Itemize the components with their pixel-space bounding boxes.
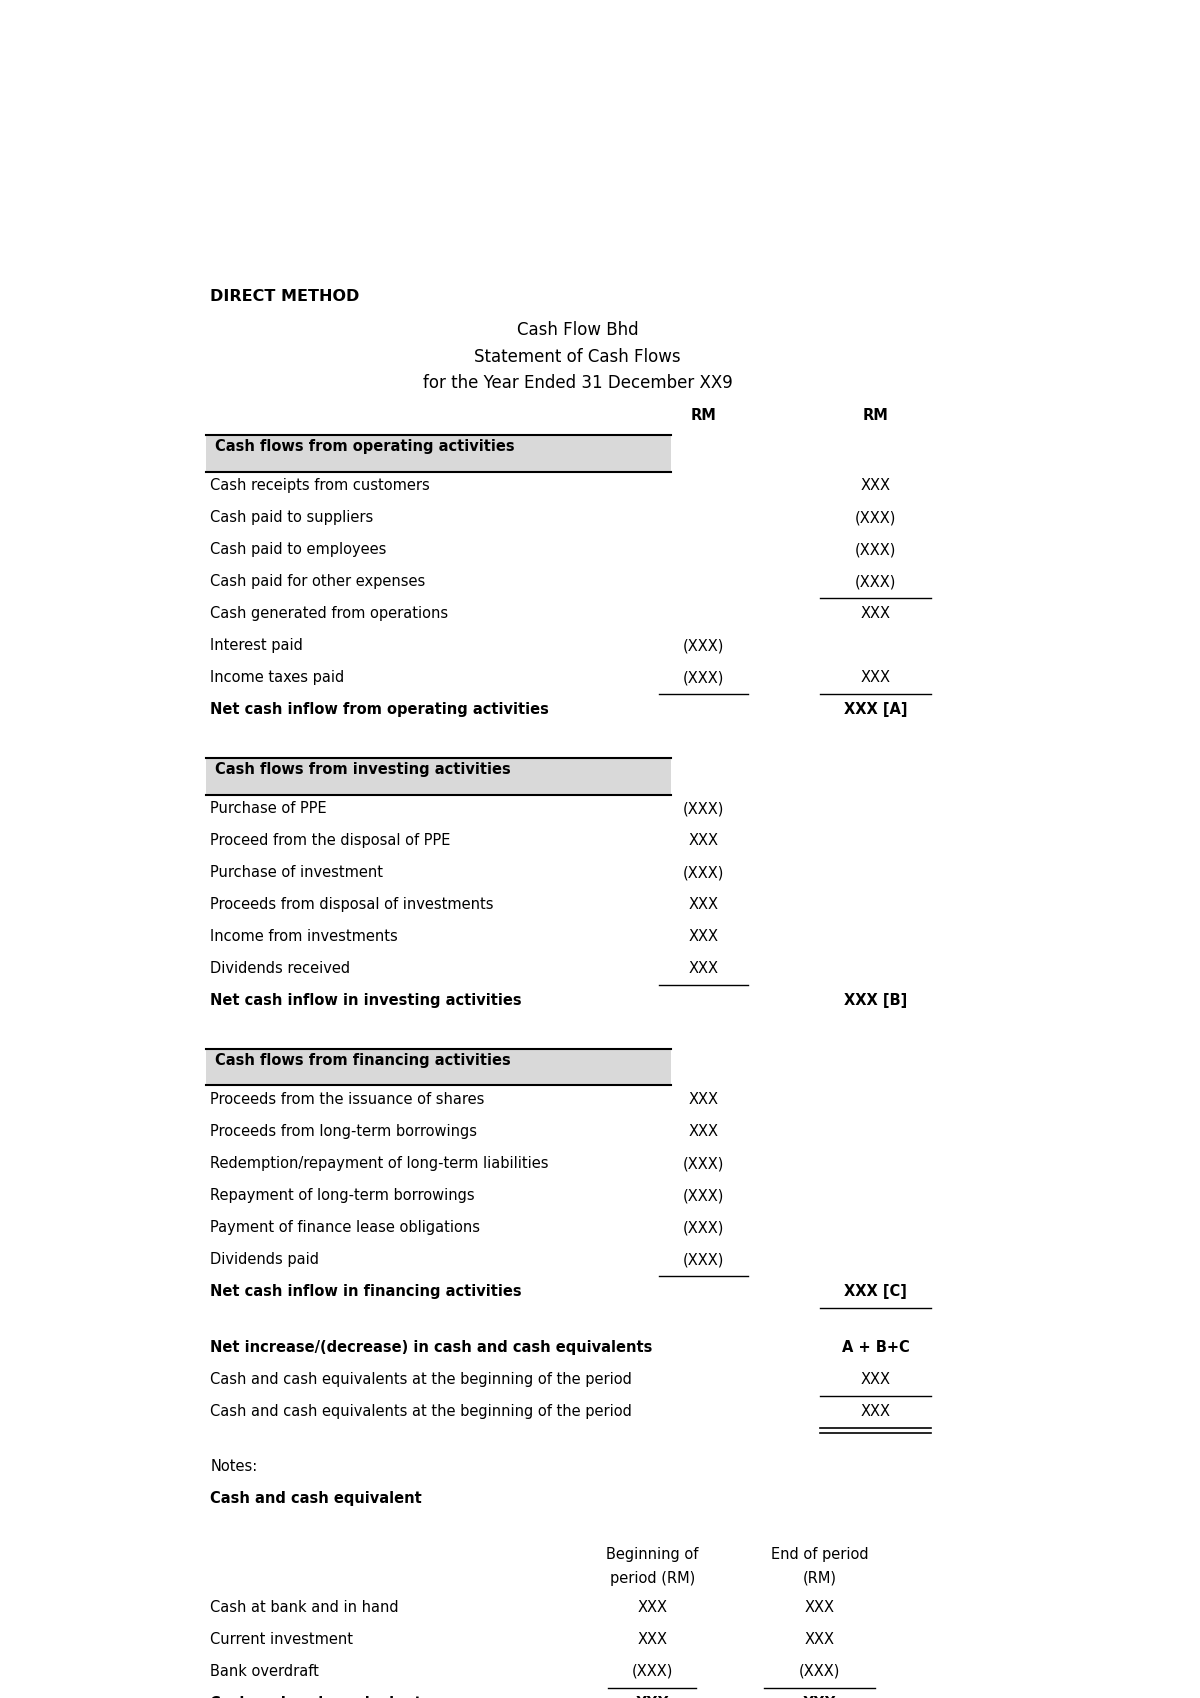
Text: Cash paid for other expenses: Cash paid for other expenses: [210, 574, 426, 589]
Text: Net cash inflow in financing activities: Net cash inflow in financing activities: [210, 1284, 522, 1299]
Text: (XXX): (XXX): [683, 638, 724, 654]
Text: period (RM): period (RM): [610, 1571, 695, 1586]
Text: (XXX): (XXX): [854, 509, 896, 525]
Text: (XXX): (XXX): [854, 542, 896, 557]
Text: Income from investments: Income from investments: [210, 929, 398, 944]
Text: XXX: XXX: [860, 1404, 890, 1420]
Text: XXX: XXX: [805, 1632, 835, 1647]
Text: Payment of finance lease obligations: Payment of finance lease obligations: [210, 1221, 480, 1234]
Text: Dividends paid: Dividends paid: [210, 1251, 319, 1267]
Text: Repayment of long-term borrowings: Repayment of long-term borrowings: [210, 1189, 475, 1204]
Text: Net increase/(decrease) in cash and cash equivalents: Net increase/(decrease) in cash and cash…: [210, 1340, 653, 1355]
Text: Net cash inflow in investing activities: Net cash inflow in investing activities: [210, 993, 522, 1009]
Bar: [206, 435, 671, 472]
Text: Purchase of PPE: Purchase of PPE: [210, 801, 328, 817]
Text: XXX: XXX: [860, 671, 890, 686]
Text: Cash flows from operating activities: Cash flows from operating activities: [215, 438, 515, 453]
Text: Cash flows from financing activities: Cash flows from financing activities: [215, 1053, 511, 1068]
Text: XXX: XXX: [805, 1600, 835, 1615]
Text: (XXX): (XXX): [683, 671, 724, 686]
Text: XXX: XXX: [637, 1632, 667, 1647]
Text: Cash and cash equivalents at the beginning of the period: Cash and cash equivalents at the beginni…: [210, 1372, 632, 1387]
Text: Cash paid to employees: Cash paid to employees: [210, 542, 386, 557]
Text: XXX: XXX: [689, 929, 719, 944]
Text: Net cash inflow from operating activities: Net cash inflow from operating activitie…: [210, 703, 550, 717]
Text: Cash and cash equivalent: Cash and cash equivalent: [210, 1696, 422, 1698]
Text: Proceeds from long-term borrowings: Proceeds from long-term borrowings: [210, 1124, 478, 1139]
Text: RM: RM: [863, 408, 888, 423]
Text: XXX: XXX: [689, 961, 719, 976]
Text: XXX: XXX: [860, 479, 890, 492]
Text: Proceeds from the issuance of shares: Proceeds from the issuance of shares: [210, 1092, 485, 1107]
Text: XXX [C]: XXX [C]: [844, 1284, 907, 1299]
Text: (XXX): (XXX): [683, 1156, 724, 1172]
Text: XXX: XXX: [637, 1600, 667, 1615]
Text: Cash receipts from customers: Cash receipts from customers: [210, 479, 431, 492]
Text: (RM): (RM): [803, 1571, 836, 1586]
Text: XXX: XXX: [689, 1124, 719, 1139]
Bar: [206, 1049, 671, 1085]
Text: XXX: XXX: [689, 897, 719, 912]
Text: (XXX): (XXX): [683, 864, 724, 880]
Text: DIRECT METHOD: DIRECT METHOD: [210, 289, 360, 304]
Text: Dividends received: Dividends received: [210, 961, 350, 976]
Text: (XXX): (XXX): [683, 1221, 724, 1234]
Text: XXX [B]: XXX [B]: [844, 993, 907, 1009]
Text: for the Year Ended 31 December XX9: for the Year Ended 31 December XX9: [422, 374, 733, 392]
Text: Cash flows from investing activities: Cash flows from investing activities: [215, 762, 511, 776]
Text: Income taxes paid: Income taxes paid: [210, 671, 344, 686]
Text: XXX [A]: XXX [A]: [844, 703, 907, 717]
Text: Redemption/repayment of long-term liabilities: Redemption/repayment of long-term liabil…: [210, 1156, 548, 1172]
Text: Interest paid: Interest paid: [210, 638, 304, 654]
Text: Current investment: Current investment: [210, 1632, 354, 1647]
Text: XXX: XXX: [860, 606, 890, 621]
Text: Proceeds from disposal of investments: Proceeds from disposal of investments: [210, 897, 494, 912]
Text: (XXX): (XXX): [683, 801, 724, 817]
Text: (XXX): (XXX): [683, 1251, 724, 1267]
Text: Cash and cash equivalent: Cash and cash equivalent: [210, 1491, 422, 1506]
Text: End of period: End of period: [770, 1547, 869, 1562]
Text: XXX: XXX: [803, 1696, 836, 1698]
Text: Proceed from the disposal of PPE: Proceed from the disposal of PPE: [210, 834, 451, 847]
Text: Cash at bank and in hand: Cash at bank and in hand: [210, 1600, 400, 1615]
Text: XXX: XXX: [689, 1092, 719, 1107]
Text: A + B+C: A + B+C: [841, 1340, 910, 1355]
Text: Purchase of investment: Purchase of investment: [210, 864, 384, 880]
Text: RM: RM: [690, 408, 716, 423]
Text: Cash and cash equivalents at the beginning of the period: Cash and cash equivalents at the beginni…: [210, 1404, 632, 1420]
Text: Cash generated from operations: Cash generated from operations: [210, 606, 449, 621]
Text: Cash paid to suppliers: Cash paid to suppliers: [210, 509, 373, 525]
Text: XXX: XXX: [860, 1372, 890, 1387]
Text: Bank overdraft: Bank overdraft: [210, 1664, 319, 1679]
Text: Beginning of: Beginning of: [606, 1547, 698, 1562]
Text: XXX: XXX: [689, 834, 719, 847]
Text: Statement of Cash Flows: Statement of Cash Flows: [474, 348, 682, 365]
Text: Cash Flow Bhd: Cash Flow Bhd: [517, 321, 638, 340]
Text: (XXX): (XXX): [799, 1664, 840, 1679]
Bar: [206, 757, 671, 795]
Text: (XXX): (XXX): [631, 1664, 673, 1679]
Text: (XXX): (XXX): [854, 574, 896, 589]
Text: XXX: XXX: [635, 1696, 670, 1698]
Text: Notes:: Notes:: [210, 1459, 258, 1474]
Text: (XXX): (XXX): [683, 1189, 724, 1204]
